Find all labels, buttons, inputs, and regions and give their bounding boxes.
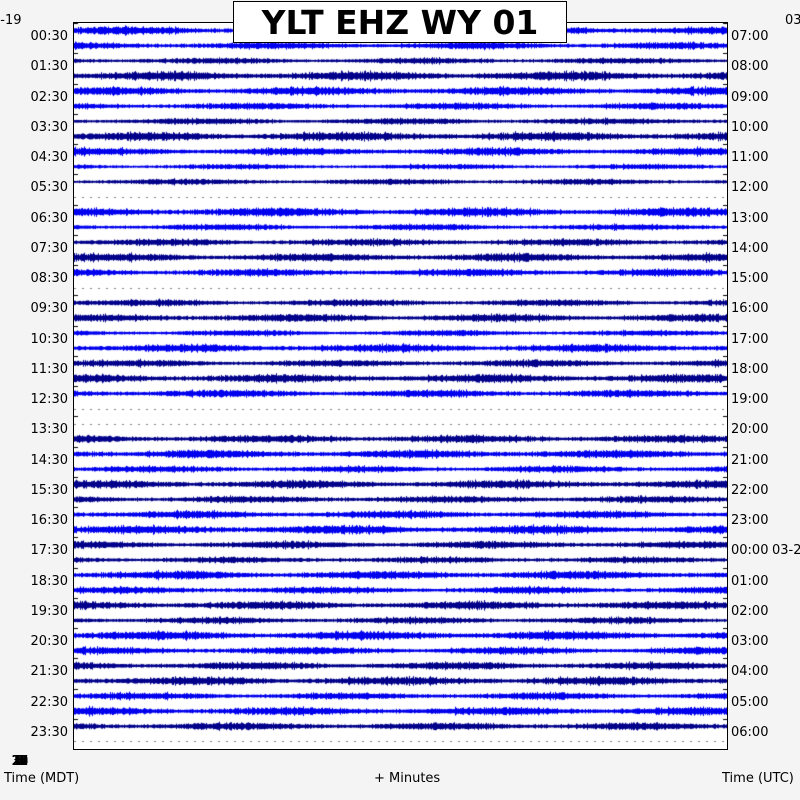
x-label-minute-28: 28	[11, 754, 29, 769]
y-label-utc-19: 02:00	[731, 603, 769, 619]
x-label-minute-5: 5	[15, 754, 25, 769]
x-label-minute-4: 4	[15, 754, 25, 769]
y-label-utc-21: 04:00	[731, 664, 769, 680]
y-label-mdt-5: 05:30	[30, 180, 68, 196]
x-label-minute-26: 26	[11, 754, 29, 769]
x-label-minute-1: 1	[15, 754, 25, 769]
x-label-minute-25: 25	[11, 754, 29, 769]
y-label-mdt-21: 21:30	[30, 664, 68, 680]
y-label-mdt-19: 19:30	[30, 603, 68, 619]
y-label-mdt-20: 20:30	[30, 634, 68, 650]
y-label-utc-15: 22:00	[731, 482, 769, 498]
x-label-minute-19: 19	[11, 754, 29, 769]
y-label-utc-14: 21:00	[731, 452, 769, 468]
x-label-minute-14: 14	[11, 754, 29, 769]
y-label-utc-7: 14:00	[731, 240, 769, 256]
y-label-utc-3: 10:00	[731, 119, 769, 135]
helicorder-plot-area[interactable]	[73, 22, 728, 750]
y-label-utc-16: 23:00	[731, 513, 769, 529]
y-label-mdt-15: 15:30	[30, 482, 68, 498]
date-change-label: 03-20	[772, 543, 800, 559]
y-label-utc-2: 09:00	[731, 89, 769, 105]
y-label-utc-12: 19:00	[731, 392, 769, 408]
y-label-utc-20: 03:00	[731, 634, 769, 650]
y-label-mdt-6: 06:30	[30, 210, 68, 226]
x-label-minute-22: 22	[11, 754, 29, 769]
date-label-top-left: 3-19	[0, 13, 22, 28]
y-label-mdt-11: 11:30	[30, 361, 68, 377]
footer-time-mdt: Time (MDT)	[4, 771, 80, 786]
footer-minutes: + Minutes	[374, 771, 441, 786]
x-label-minute-20: 20	[11, 754, 29, 769]
y-label-utc-23: 06:00	[731, 724, 769, 740]
y-label-mdt-8: 08:30	[30, 271, 68, 287]
x-label-minute-30: 30	[11, 754, 29, 769]
x-label-minute-10: 10	[11, 754, 29, 769]
x-label-minute-6: 6	[15, 754, 25, 769]
y-label-utc-22: 05:00	[731, 694, 769, 710]
x-label-minute-24: 24	[11, 754, 29, 769]
x-label-minute-12: 12	[11, 754, 29, 769]
y-label-mdt-2: 02:30	[30, 89, 68, 105]
y-label-mdt-14: 14:30	[30, 452, 68, 468]
y-label-mdt-1: 01:30	[30, 59, 68, 75]
y-label-mdt-3: 03:30	[30, 119, 68, 135]
y-label-mdt-7: 07:30	[30, 240, 68, 256]
x-label-minute-17: 17	[11, 754, 29, 769]
seismogram-traces	[74, 23, 727, 749]
y-label-mdt-4: 04:30	[30, 150, 68, 166]
x-label-minute-8: 8	[15, 754, 25, 769]
y-label-mdt-12: 12:30	[30, 392, 68, 408]
x-label-minute-21: 21	[11, 754, 29, 769]
y-label-utc-1: 08:00	[731, 59, 769, 75]
x-label-minute-11: 11	[11, 754, 29, 769]
y-label-mdt-22: 22:30	[30, 694, 68, 710]
page-title: YLT EHZ WY 01	[261, 2, 539, 42]
x-label-minute-29: 29	[11, 754, 29, 769]
y-label-mdt-10: 10:30	[30, 331, 68, 347]
y-label-utc-11: 18:00	[731, 361, 769, 377]
footer-time-utc: Time (UTC)	[722, 771, 794, 786]
y-label-utc-18: 01:00	[731, 573, 769, 589]
y-label-mdt-9: 09:30	[30, 301, 68, 317]
y-label-mdt-0: 00:30	[30, 29, 68, 45]
x-label-minute-3: 3	[15, 754, 25, 769]
y-label-mdt-13: 13:30	[30, 422, 68, 438]
y-label-utc-4: 11:00	[731, 150, 769, 166]
x-label-minute-27: 27	[11, 754, 29, 769]
x-label-minute-13: 13	[11, 754, 29, 769]
y-label-mdt-16: 16:30	[30, 513, 68, 529]
y-label-utc-8: 15:00	[731, 271, 769, 287]
x-label-minute-18: 18	[11, 754, 29, 769]
x-label-minute-9: 9	[15, 754, 25, 769]
y-label-utc-13: 20:00	[731, 422, 769, 438]
date-label-top-right: 03-1	[785, 13, 800, 28]
y-label-utc-6: 13:00	[731, 210, 769, 226]
y-label-utc-17: 00:00	[731, 543, 769, 559]
y-label-utc-10: 17:00	[731, 331, 769, 347]
y-label-mdt-17: 17:30	[30, 543, 68, 559]
y-label-utc-0: 07:00	[731, 29, 769, 45]
x-label-minute-23: 23	[11, 754, 29, 769]
y-label-utc-9: 16:00	[731, 301, 769, 317]
x-label-minute-16: 16	[11, 754, 29, 769]
x-label-minute-2: 2	[15, 754, 25, 769]
y-label-mdt-23: 23:30	[30, 724, 68, 740]
x-label-minute-7: 7	[15, 754, 25, 769]
x-label-minute-15: 15	[11, 754, 29, 769]
y-label-utc-5: 12:00	[731, 180, 769, 196]
chart-title-box: YLT EHZ WY 01	[233, 1, 567, 43]
y-label-mdt-18: 18:30	[30, 573, 68, 589]
